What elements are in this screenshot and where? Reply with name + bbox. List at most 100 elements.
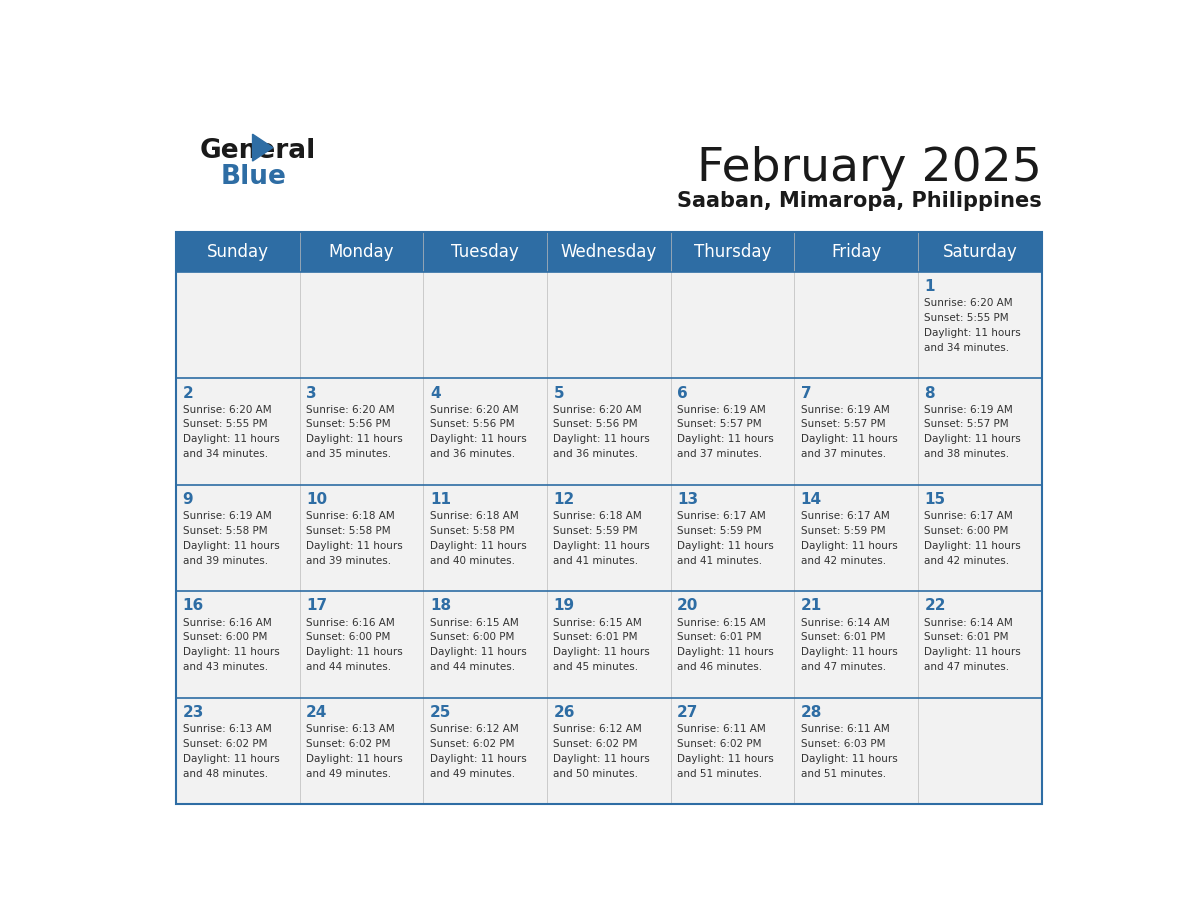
Text: Daylight: 11 hours: Daylight: 11 hours [430,434,526,444]
Text: Sunrise: 6:20 AM: Sunrise: 6:20 AM [554,405,642,415]
Text: Sunrise: 6:12 AM: Sunrise: 6:12 AM [430,724,519,734]
Text: Daylight: 11 hours: Daylight: 11 hours [307,434,403,444]
Text: and 51 minutes.: and 51 minutes. [801,768,886,778]
Text: Sunset: 6:01 PM: Sunset: 6:01 PM [924,633,1009,643]
Bar [795,698,918,804]
Text: and 45 minutes.: and 45 minutes. [554,662,639,672]
Text: 25: 25 [430,705,451,720]
Text: 27: 27 [677,705,699,720]
Text: Daylight: 11 hours: Daylight: 11 hours [924,647,1022,657]
Bar [423,591,546,698]
Text: Daylight: 11 hours: Daylight: 11 hours [183,647,279,657]
Bar [546,485,671,591]
Text: Daylight: 11 hours: Daylight: 11 hours [430,754,526,764]
Bar [423,485,546,591]
Text: Sunrise: 6:19 AM: Sunrise: 6:19 AM [183,511,271,521]
Text: 10: 10 [307,492,328,507]
Text: 23: 23 [183,705,204,720]
Bar [918,591,1042,698]
Text: and 36 minutes.: and 36 minutes. [430,449,514,459]
Text: Sunset: 5:59 PM: Sunset: 5:59 PM [801,526,885,536]
Text: Monday: Monday [329,243,394,261]
Text: Sunset: 5:56 PM: Sunset: 5:56 PM [430,420,514,430]
Text: 15: 15 [924,492,946,507]
Text: and 34 minutes.: and 34 minutes. [924,342,1010,353]
Bar [918,698,1042,804]
Text: and 39 minutes.: and 39 minutes. [183,555,267,565]
Text: Daylight: 11 hours: Daylight: 11 hours [677,541,773,551]
Text: 5: 5 [554,386,564,400]
Text: and 35 minutes.: and 35 minutes. [307,449,391,459]
Text: Sunset: 5:58 PM: Sunset: 5:58 PM [183,526,267,536]
Bar [546,272,671,378]
Text: Sunset: 6:00 PM: Sunset: 6:00 PM [307,633,391,643]
Text: Daylight: 11 hours: Daylight: 11 hours [801,434,897,444]
Text: and 49 minutes.: and 49 minutes. [307,768,391,778]
Text: and 37 minutes.: and 37 minutes. [677,449,763,459]
Text: Sunrise: 6:17 AM: Sunrise: 6:17 AM [924,511,1013,521]
Text: and 51 minutes.: and 51 minutes. [677,768,763,778]
Polygon shape [253,134,273,161]
Bar [918,485,1042,591]
Text: Sunrise: 6:15 AM: Sunrise: 6:15 AM [677,618,766,628]
Bar [299,698,423,804]
Text: and 44 minutes.: and 44 minutes. [307,662,391,672]
Bar [423,378,546,485]
Text: 16: 16 [183,599,204,613]
Text: 8: 8 [924,386,935,400]
Bar [795,272,918,378]
Text: 11: 11 [430,492,450,507]
Text: and 50 minutes.: and 50 minutes. [554,768,638,778]
Bar [176,378,299,485]
Text: and 44 minutes.: and 44 minutes. [430,662,514,672]
Bar [176,485,299,591]
Text: Sunset: 6:00 PM: Sunset: 6:00 PM [183,633,267,643]
Text: 2: 2 [183,386,194,400]
Text: Sunset: 6:01 PM: Sunset: 6:01 PM [677,633,762,643]
Text: Sunset: 5:57 PM: Sunset: 5:57 PM [677,420,762,430]
Text: Friday: Friday [830,243,881,261]
Bar [795,485,918,591]
Text: Sunrise: 6:13 AM: Sunrise: 6:13 AM [307,724,394,734]
Text: Sunset: 5:55 PM: Sunset: 5:55 PM [924,313,1009,323]
Text: Sunset: 5:57 PM: Sunset: 5:57 PM [924,420,1009,430]
Text: Daylight: 11 hours: Daylight: 11 hours [554,754,650,764]
Text: Sunrise: 6:15 AM: Sunrise: 6:15 AM [554,618,643,628]
Text: Sunset: 6:02 PM: Sunset: 6:02 PM [677,739,762,749]
Text: Daylight: 11 hours: Daylight: 11 hours [924,328,1022,338]
Text: Daylight: 11 hours: Daylight: 11 hours [183,754,279,764]
Text: Sunset: 6:01 PM: Sunset: 6:01 PM [554,633,638,643]
Text: Sunset: 6:03 PM: Sunset: 6:03 PM [801,739,885,749]
Text: Daylight: 11 hours: Daylight: 11 hours [307,541,403,551]
Text: Tuesday: Tuesday [451,243,519,261]
Text: Sunset: 5:56 PM: Sunset: 5:56 PM [307,420,391,430]
Text: and 49 minutes.: and 49 minutes. [430,768,514,778]
Text: Daylight: 11 hours: Daylight: 11 hours [554,647,650,657]
Text: Blue: Blue [220,163,286,190]
Text: Saturday: Saturday [942,243,1017,261]
Text: Sunset: 5:55 PM: Sunset: 5:55 PM [183,420,267,430]
Text: Daylight: 11 hours: Daylight: 11 hours [554,434,650,444]
Text: 26: 26 [554,705,575,720]
Bar [299,591,423,698]
Text: Daylight: 11 hours: Daylight: 11 hours [677,754,773,764]
Text: and 39 minutes.: and 39 minutes. [307,555,391,565]
Text: Daylight: 11 hours: Daylight: 11 hours [430,647,526,657]
Text: and 48 minutes.: and 48 minutes. [183,768,267,778]
Text: Daylight: 11 hours: Daylight: 11 hours [307,754,403,764]
Bar [918,272,1042,378]
Text: Daylight: 11 hours: Daylight: 11 hours [801,541,897,551]
Text: 13: 13 [677,492,699,507]
Text: Sunrise: 6:19 AM: Sunrise: 6:19 AM [924,405,1013,415]
Text: 19: 19 [554,599,575,613]
Bar [795,591,918,698]
Text: 4: 4 [430,386,441,400]
Bar [176,231,1042,804]
Text: 21: 21 [801,599,822,613]
Bar [299,485,423,591]
Bar [423,698,546,804]
Bar [546,591,671,698]
Text: Daylight: 11 hours: Daylight: 11 hours [801,754,897,764]
Text: Sunrise: 6:16 AM: Sunrise: 6:16 AM [183,618,271,628]
Text: Sunset: 5:58 PM: Sunset: 5:58 PM [430,526,514,536]
